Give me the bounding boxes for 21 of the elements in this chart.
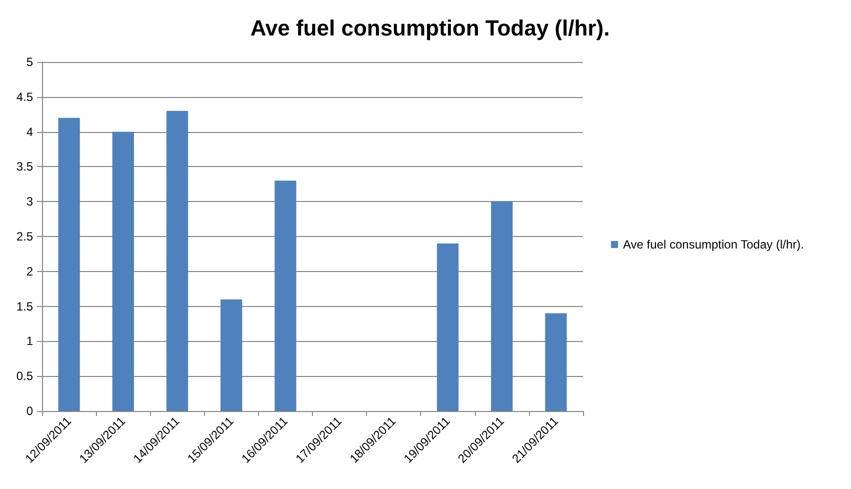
y-tick-label: 0 (26, 404, 34, 418)
bar (112, 132, 134, 411)
y-tick-label: 3.5 (16, 160, 34, 174)
y-tick-label: 0.5 (16, 369, 34, 384)
chart-title: Ave fuel consumption Today (l/hr). (250, 16, 610, 40)
bar (274, 180, 296, 411)
y-tick-label: 4.5 (16, 90, 34, 104)
y-tick-label: 3 (26, 194, 34, 209)
y-tick-label: 5 (26, 55, 34, 69)
bar (58, 118, 80, 411)
bar (491, 202, 513, 411)
bar (166, 110, 188, 411)
bar (436, 243, 459, 411)
bar (545, 313, 567, 411)
y-tick-label: 2 (26, 264, 34, 278)
legend-label: Ave fuel consumption Today (l/hr). (623, 238, 804, 252)
y-tick-label: 2.5 (16, 230, 34, 244)
bar (220, 299, 242, 411)
y-tick-label: 4 (26, 124, 34, 139)
y-tick-label: 1 (26, 334, 34, 348)
y-tick-label: 1.5 (16, 299, 34, 314)
